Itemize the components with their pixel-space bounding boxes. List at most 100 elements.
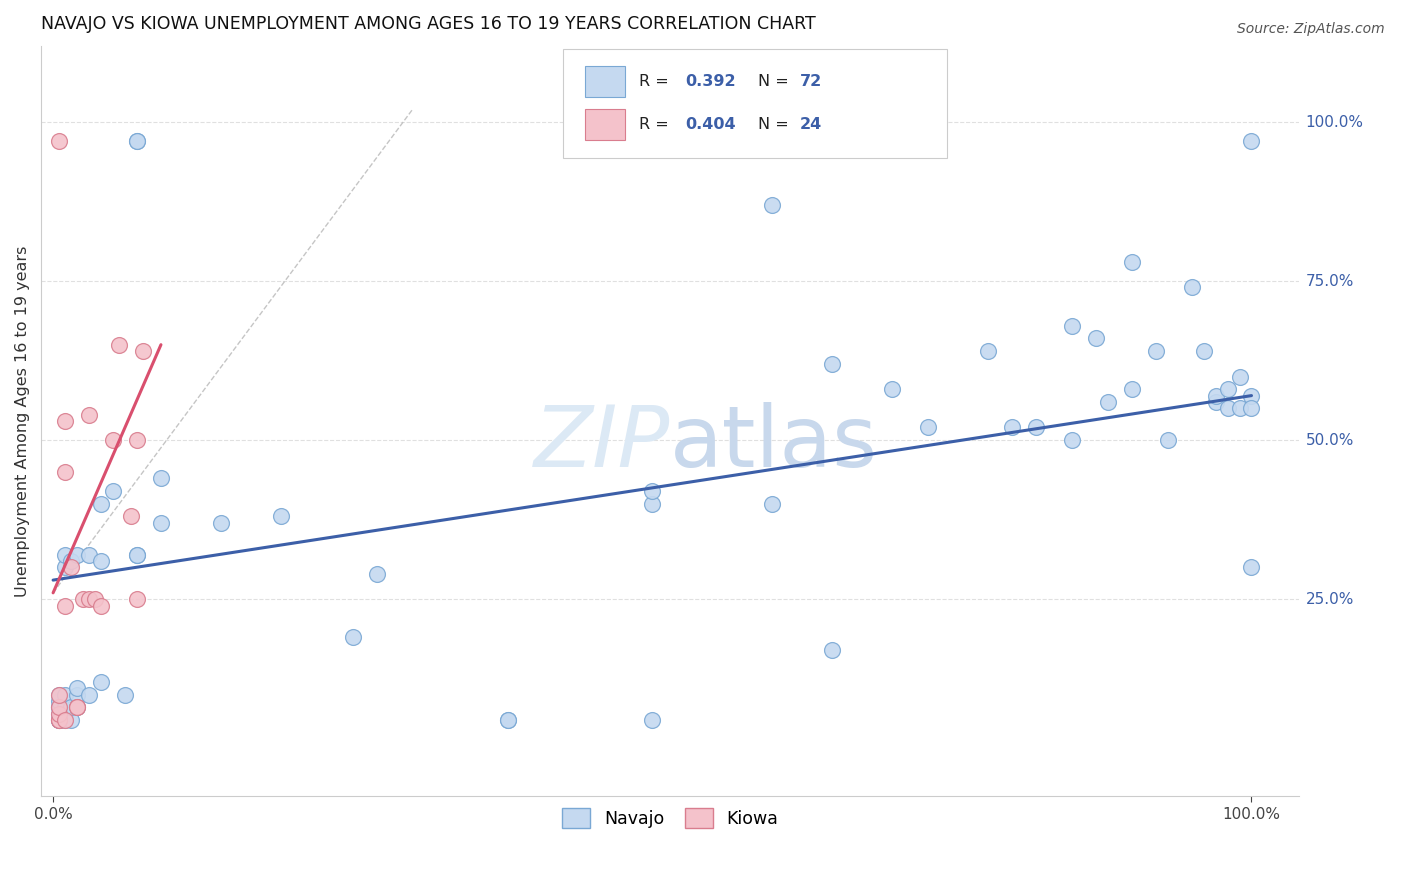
- Point: [77, 592, 100, 607]
- Point: [1060, 433, 1083, 447]
- Text: R =: R =: [638, 74, 673, 89]
- Point: [342, 631, 364, 645]
- Point: [1240, 134, 1263, 148]
- Point: [125, 134, 148, 148]
- FancyBboxPatch shape: [585, 66, 626, 97]
- Point: [48, 700, 70, 714]
- Point: [149, 471, 172, 485]
- Text: 72: 72: [800, 74, 823, 89]
- Point: [77, 408, 100, 422]
- Point: [66, 700, 89, 714]
- Point: [641, 483, 664, 498]
- Point: [60, 700, 83, 714]
- Point: [498, 713, 520, 727]
- Text: 75.0%: 75.0%: [1306, 274, 1354, 289]
- Point: [90, 497, 112, 511]
- Text: 50.0%: 50.0%: [1306, 433, 1354, 448]
- Point: [880, 382, 903, 396]
- Point: [1001, 420, 1024, 434]
- Y-axis label: Unemployment Among Ages 16 to 19 years: Unemployment Among Ages 16 to 19 years: [15, 245, 30, 597]
- Point: [53, 465, 76, 479]
- Text: 25.0%: 25.0%: [1306, 591, 1354, 607]
- Point: [72, 592, 94, 607]
- Point: [48, 713, 70, 727]
- Point: [53, 560, 76, 574]
- Point: [1060, 318, 1083, 333]
- Point: [821, 643, 844, 657]
- Point: [84, 592, 107, 607]
- Point: [53, 713, 76, 727]
- Text: 24: 24: [800, 117, 823, 132]
- Point: [60, 554, 83, 568]
- Text: 100.0%: 100.0%: [1306, 114, 1364, 129]
- Point: [53, 700, 76, 714]
- Point: [821, 357, 844, 371]
- Point: [48, 713, 70, 727]
- Point: [1240, 560, 1263, 574]
- Point: [977, 344, 1000, 359]
- Point: [761, 198, 783, 212]
- Point: [1097, 395, 1119, 409]
- Point: [1192, 344, 1215, 359]
- Point: [125, 134, 148, 148]
- Point: [125, 433, 148, 447]
- Point: [917, 420, 939, 434]
- Point: [366, 566, 388, 581]
- Point: [66, 681, 89, 696]
- Point: [114, 688, 136, 702]
- Point: [53, 599, 76, 613]
- Text: atlas: atlas: [671, 402, 879, 485]
- Point: [90, 554, 112, 568]
- Point: [1144, 344, 1167, 359]
- Point: [125, 548, 148, 562]
- FancyBboxPatch shape: [564, 49, 948, 158]
- Point: [77, 548, 100, 562]
- Point: [498, 713, 520, 727]
- Point: [149, 516, 172, 530]
- Point: [66, 688, 89, 702]
- Point: [1180, 280, 1202, 294]
- Point: [53, 548, 76, 562]
- Point: [48, 706, 70, 721]
- Point: [120, 509, 142, 524]
- Text: 0.392: 0.392: [685, 74, 735, 89]
- Point: [48, 713, 70, 727]
- Text: N =: N =: [758, 117, 794, 132]
- Point: [125, 592, 148, 607]
- Point: [108, 337, 131, 351]
- Point: [1205, 388, 1227, 402]
- Point: [48, 688, 70, 702]
- Point: [48, 713, 70, 727]
- Point: [48, 700, 70, 714]
- Point: [53, 706, 76, 721]
- FancyBboxPatch shape: [585, 109, 626, 140]
- Point: [48, 713, 70, 727]
- Point: [1216, 401, 1239, 416]
- Point: [101, 483, 124, 498]
- Point: [90, 674, 112, 689]
- Text: N =: N =: [758, 74, 794, 89]
- Text: NAVAJO VS KIOWA UNEMPLOYMENT AMONG AGES 16 TO 19 YEARS CORRELATION CHART: NAVAJO VS KIOWA UNEMPLOYMENT AMONG AGES …: [41, 15, 815, 33]
- Point: [53, 414, 76, 428]
- Text: ZIP: ZIP: [534, 402, 671, 485]
- Point: [1229, 369, 1251, 384]
- Point: [132, 344, 155, 359]
- Point: [1121, 255, 1143, 269]
- Point: [53, 713, 76, 727]
- Point: [66, 700, 89, 714]
- Point: [101, 433, 124, 447]
- Point: [90, 599, 112, 613]
- Point: [48, 700, 70, 714]
- Point: [48, 688, 70, 702]
- Text: Source: ZipAtlas.com: Source: ZipAtlas.com: [1237, 22, 1385, 37]
- Point: [761, 497, 783, 511]
- Point: [125, 548, 148, 562]
- Point: [641, 497, 664, 511]
- Point: [1229, 401, 1251, 416]
- Point: [60, 560, 83, 574]
- Point: [1156, 433, 1178, 447]
- Point: [60, 713, 83, 727]
- Point: [1025, 420, 1047, 434]
- Point: [1121, 382, 1143, 396]
- Point: [270, 509, 292, 524]
